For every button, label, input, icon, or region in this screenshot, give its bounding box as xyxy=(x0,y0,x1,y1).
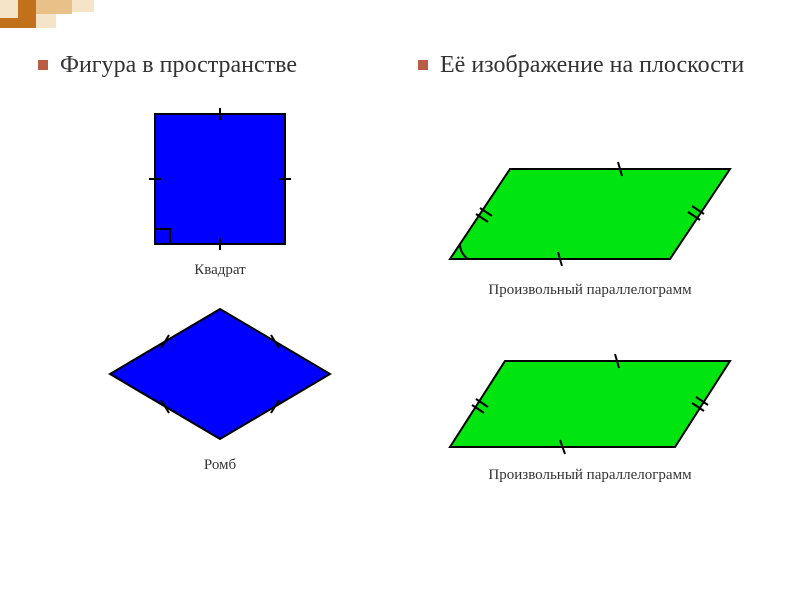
parallelogram2-shape xyxy=(440,349,740,459)
bullet-icon xyxy=(418,60,428,70)
right-heading-text: Её изображение на плоскости xyxy=(440,50,744,80)
parallelogram1-shape xyxy=(440,154,740,274)
header-decoration xyxy=(0,0,120,40)
left-column: Фигура в пространстве Квадрат xyxy=(30,50,390,534)
square-shape xyxy=(145,104,295,254)
right-column: Её изображение на плоскости Произвол xyxy=(410,50,770,534)
left-heading: Фигура в пространстве xyxy=(30,50,390,80)
parallelogram2-caption: Произвольный параллелограмм xyxy=(410,467,770,484)
parallelogram1-block: Произвольный параллелограмм xyxy=(410,154,770,299)
right-heading: Её изображение на плоскости xyxy=(410,50,770,80)
rhombus-block: Ромб xyxy=(50,299,390,474)
square-block: Квадрат xyxy=(50,104,390,279)
rhombus-caption: Ромб xyxy=(50,457,390,474)
bullet-icon xyxy=(38,60,48,70)
parallelogram2-block: Произвольный параллелограмм xyxy=(410,349,770,484)
parallelogram1-caption: Произвольный параллелограмм xyxy=(410,282,770,299)
square-caption: Квадрат xyxy=(50,262,390,279)
left-heading-text: Фигура в пространстве xyxy=(60,50,297,80)
rhombus-shape xyxy=(100,299,340,449)
